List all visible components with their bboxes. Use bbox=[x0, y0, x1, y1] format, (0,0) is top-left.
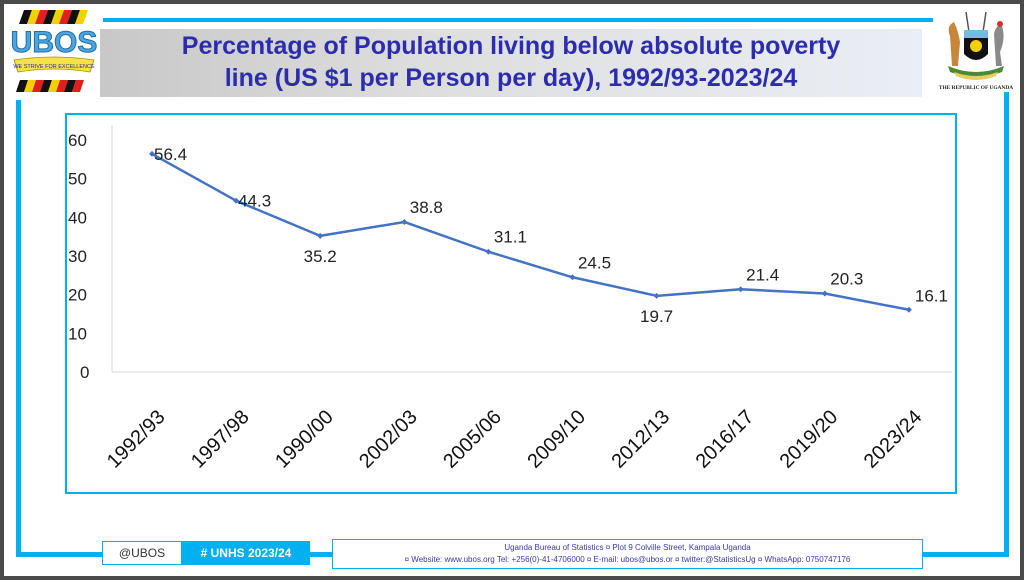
data-point-marker bbox=[821, 290, 828, 297]
data-label: 24.5 bbox=[578, 253, 611, 272]
data-label: 16.1 bbox=[915, 287, 948, 306]
data-label: 31.1 bbox=[494, 228, 527, 247]
data-label: 44.3 bbox=[238, 192, 271, 211]
data-label: 38.8 bbox=[410, 198, 443, 217]
x-tick-label: 2023/24 bbox=[860, 406, 927, 473]
data-point-marker bbox=[233, 197, 240, 204]
title-line-2: line (US $1 per Person per day), 1992/93… bbox=[224, 64, 798, 92]
frame-left-line bbox=[16, 100, 21, 556]
slide bbox=[4, 4, 1020, 576]
footer-hashtag: # UNHS 2023/24 bbox=[182, 541, 310, 565]
motto-ribbon bbox=[13, 56, 95, 73]
y-axis-ticks: 0 10 20 30 40 50 60 bbox=[68, 131, 89, 382]
data-label: 21.4 bbox=[746, 265, 779, 284]
flag-stripes-top bbox=[19, 10, 88, 24]
x-tick-label: 2009/10 bbox=[523, 406, 590, 473]
data-point-marker bbox=[737, 286, 744, 293]
data-point-marker bbox=[401, 218, 408, 225]
x-tick-label: 2016/17 bbox=[692, 406, 759, 473]
crested-crane bbox=[994, 25, 1004, 66]
data-label: 19.7 bbox=[640, 307, 673, 326]
x-tick-label: 2012/13 bbox=[607, 406, 674, 473]
y-tick-label: 20 bbox=[68, 286, 87, 305]
y-tick-label: 10 bbox=[68, 324, 87, 343]
footer-contact-line-1: Uganda Bureau of Statistics ¤ Plot 9 Col… bbox=[504, 543, 751, 552]
series-line bbox=[151, 152, 910, 311]
data-point-marker bbox=[653, 292, 660, 299]
uganda-coat-of-arms: THE REPUBLIC OF UGANDA bbox=[936, 8, 1016, 92]
mound bbox=[948, 66, 1004, 77]
y-tick-label: 40 bbox=[68, 208, 87, 227]
ubos-logo-text: UBOS bbox=[11, 26, 98, 59]
footer-contact-line-2: ¤ Website: www.ubos.org Tel: +256(0)-41-… bbox=[404, 555, 851, 564]
y-tick-label: 0 bbox=[80, 363, 89, 382]
data-point-marker bbox=[149, 150, 155, 157]
chart-frame bbox=[65, 113, 957, 494]
x-tick-label: 1997/98 bbox=[187, 406, 254, 473]
footer-handle: @UBOS bbox=[102, 541, 182, 565]
kob-antelope bbox=[948, 22, 960, 66]
y-tick-label: 50 bbox=[68, 170, 87, 189]
footer-contact: Uganda Bureau of Statistics ¤ Plot 9 Col… bbox=[332, 539, 923, 569]
x-tick-label: 1992/93 bbox=[103, 406, 170, 473]
title-line-1: Percentage of Population living below ab… bbox=[181, 32, 841, 60]
frame-top-line bbox=[103, 18, 933, 22]
data-labels: 56.4 44.3 35.2 38.8 31.1 24.5 19.7 21.4 20.3 16.1 bbox=[154, 145, 948, 326]
page-title: Percentage of Population living below ab… bbox=[100, 30, 922, 94]
x-axis-ticks: 1992/93 1997/98 1990/00 2002/03 2005/06 2009/… bbox=[103, 406, 927, 473]
flag-stripes-bottom bbox=[16, 80, 84, 92]
data-point-marker bbox=[569, 274, 576, 281]
data-label: 20.3 bbox=[830, 270, 863, 289]
data-point-marker bbox=[317, 232, 324, 239]
data-label: 56.4 bbox=[154, 145, 187, 164]
coat-of-arms-graphic: THE REPUBLIC OF UGANDA bbox=[939, 11, 1013, 91]
ubos-logo-graphic: UBOS WE STRIVE FOR EXCELLENCE bbox=[10, 10, 98, 92]
ubos-motto: WE STRIVE FOR EXCELLENCE bbox=[13, 64, 95, 70]
title-banner bbox=[100, 29, 922, 97]
series-poverty-rate bbox=[149, 150, 912, 313]
data-label: 35.2 bbox=[304, 247, 337, 266]
x-tick-label: 2002/03 bbox=[355, 406, 422, 473]
chart-axes bbox=[111, 125, 952, 373]
data-point-marker bbox=[905, 306, 912, 313]
x-tick-label: 1990/00 bbox=[271, 406, 338, 473]
x-tick-label: 2005/06 bbox=[439, 406, 506, 473]
y-tick-label: 60 bbox=[68, 131, 87, 150]
ubos-logo: UBOS WE STRIVE FOR EXCELLENCE bbox=[10, 10, 98, 94]
x-tick-label: 2019/20 bbox=[776, 406, 843, 473]
frame-right-line bbox=[1004, 92, 1009, 557]
y-tick-label: 30 bbox=[68, 247, 87, 266]
coat-of-arms-caption: THE REPUBLIC OF UGANDA bbox=[939, 85, 1013, 91]
data-point-marker bbox=[485, 248, 492, 255]
